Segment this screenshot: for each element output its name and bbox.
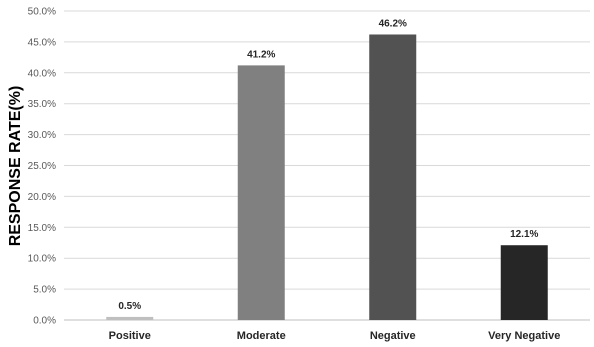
y-tick-label: 25.0% [28,161,56,172]
x-tick-label: Moderate [237,330,286,342]
y-tick-label: 10.0% [28,254,56,265]
x-tick-label: Negative [370,330,416,342]
y-tick-label: 15.0% [28,223,56,234]
y-tick-label: 5.0% [33,285,56,296]
gridlines [64,10,590,321]
data-label: 41.2% [247,49,275,60]
data-label: 12.1% [510,229,538,240]
bars [106,34,548,320]
y-tick-label: 35.0% [28,99,56,110]
y-axis-label: RESPONSE RATE(%) [7,86,24,247]
x-tick-label: Very Negative [488,330,560,342]
data-label: 46.2% [379,18,407,29]
x-tick-label: Positive [109,330,151,342]
data-label: 0.5% [118,301,141,312]
bar-positive [106,316,154,320]
y-axis-ticks: 0.0% 5.0% 10.0% 15.0% 20.0% 25.0% 30.0% 35.0% 40… [28,7,56,327]
y-tick-label: 30.0% [28,130,56,141]
data-labels: 0.5% 41.2% 46.2% 12.1% [118,18,538,311]
bar-very-negative [500,245,548,320]
y-tick-label: 45.0% [28,37,56,48]
x-axis-ticks: Positive Moderate Negative Very Negative [109,330,561,342]
y-tick-label: 40.0% [28,68,56,79]
bar-moderate [237,65,285,320]
y-tick-label: 20.0% [28,192,56,203]
y-tick-label: 50.0% [28,7,56,18]
bar-negative [369,34,417,320]
y-tick-label: 0.0% [33,316,56,327]
